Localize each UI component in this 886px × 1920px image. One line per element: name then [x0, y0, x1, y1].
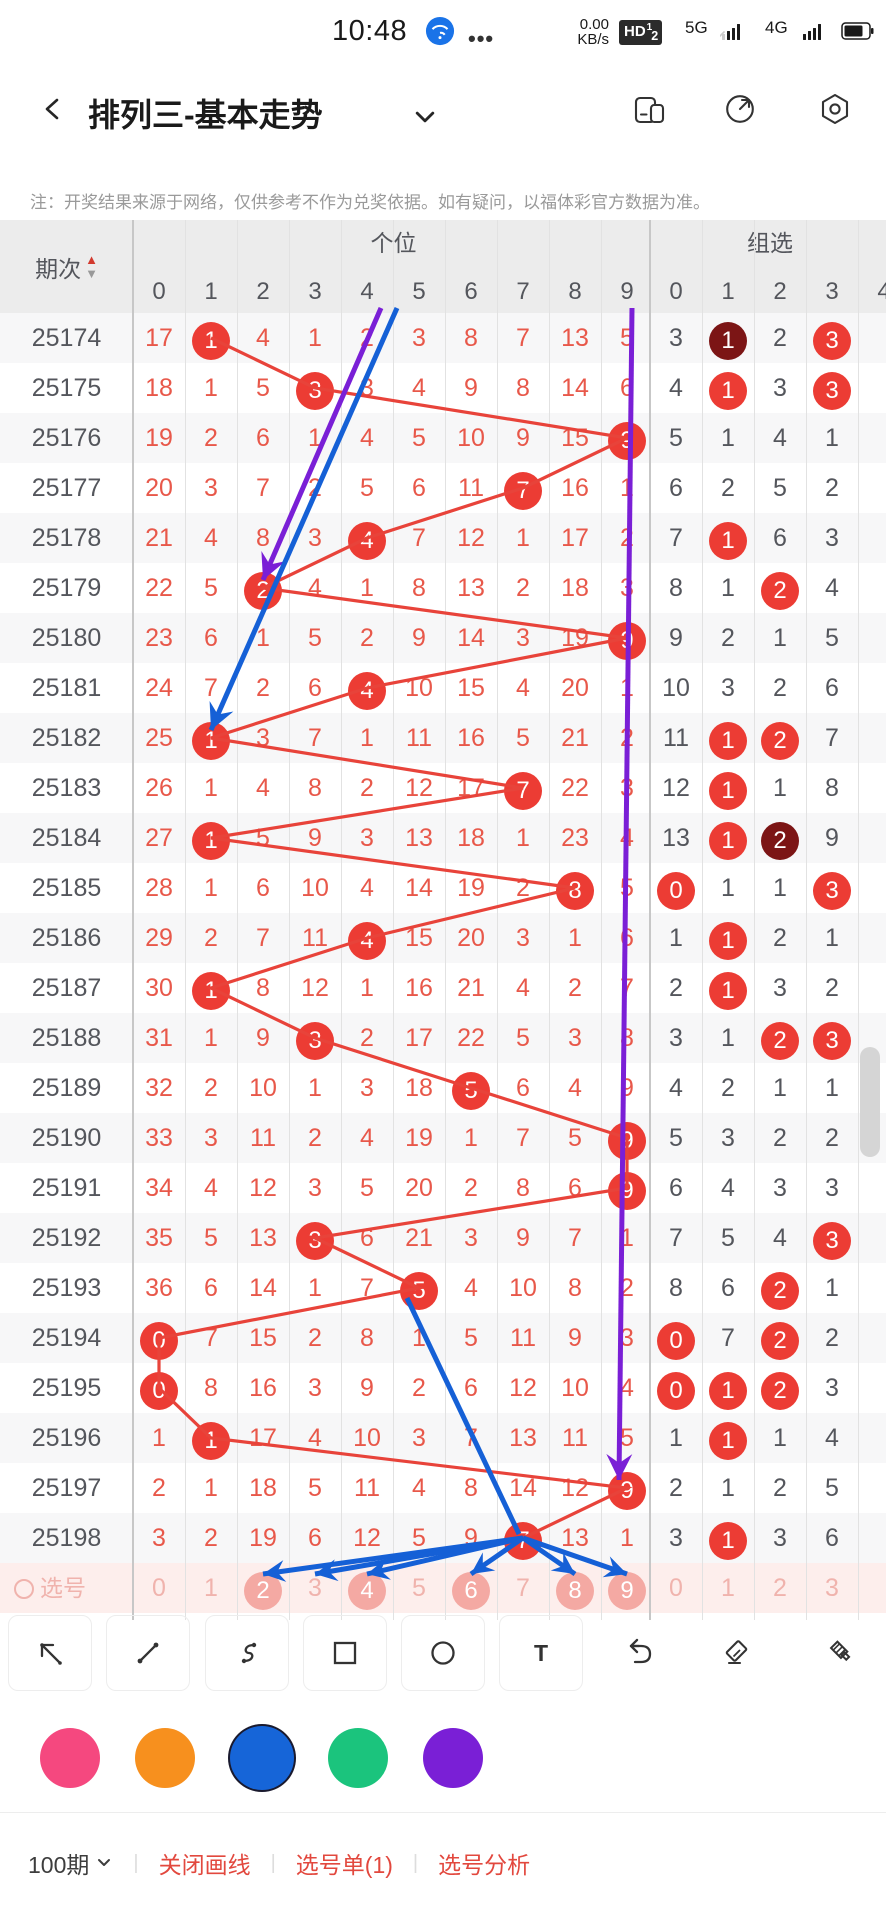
svg-text:T: T — [534, 1640, 548, 1666]
